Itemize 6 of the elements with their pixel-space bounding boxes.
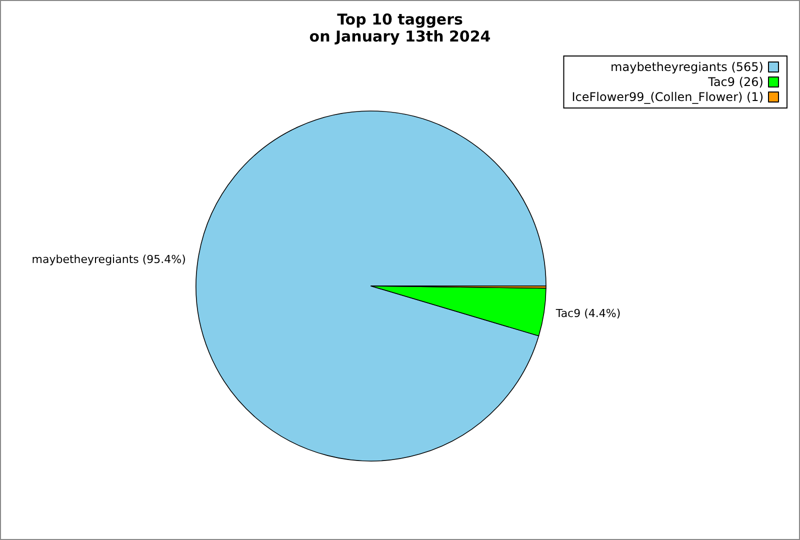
- data-label: Tac9 (4.4%): [554, 306, 621, 320]
- data-label: maybetheyregiants (95.4%): [32, 253, 186, 266]
- legend-label: IceFlower99_(Collen_Flower) (1): [572, 90, 764, 104]
- chart-title: Top 10 taggers on January 13th 2024: [309, 10, 491, 46]
- legend-label: maybetheyregiants (565): [610, 60, 764, 74]
- legend-label: Tac9 (26): [707, 75, 764, 89]
